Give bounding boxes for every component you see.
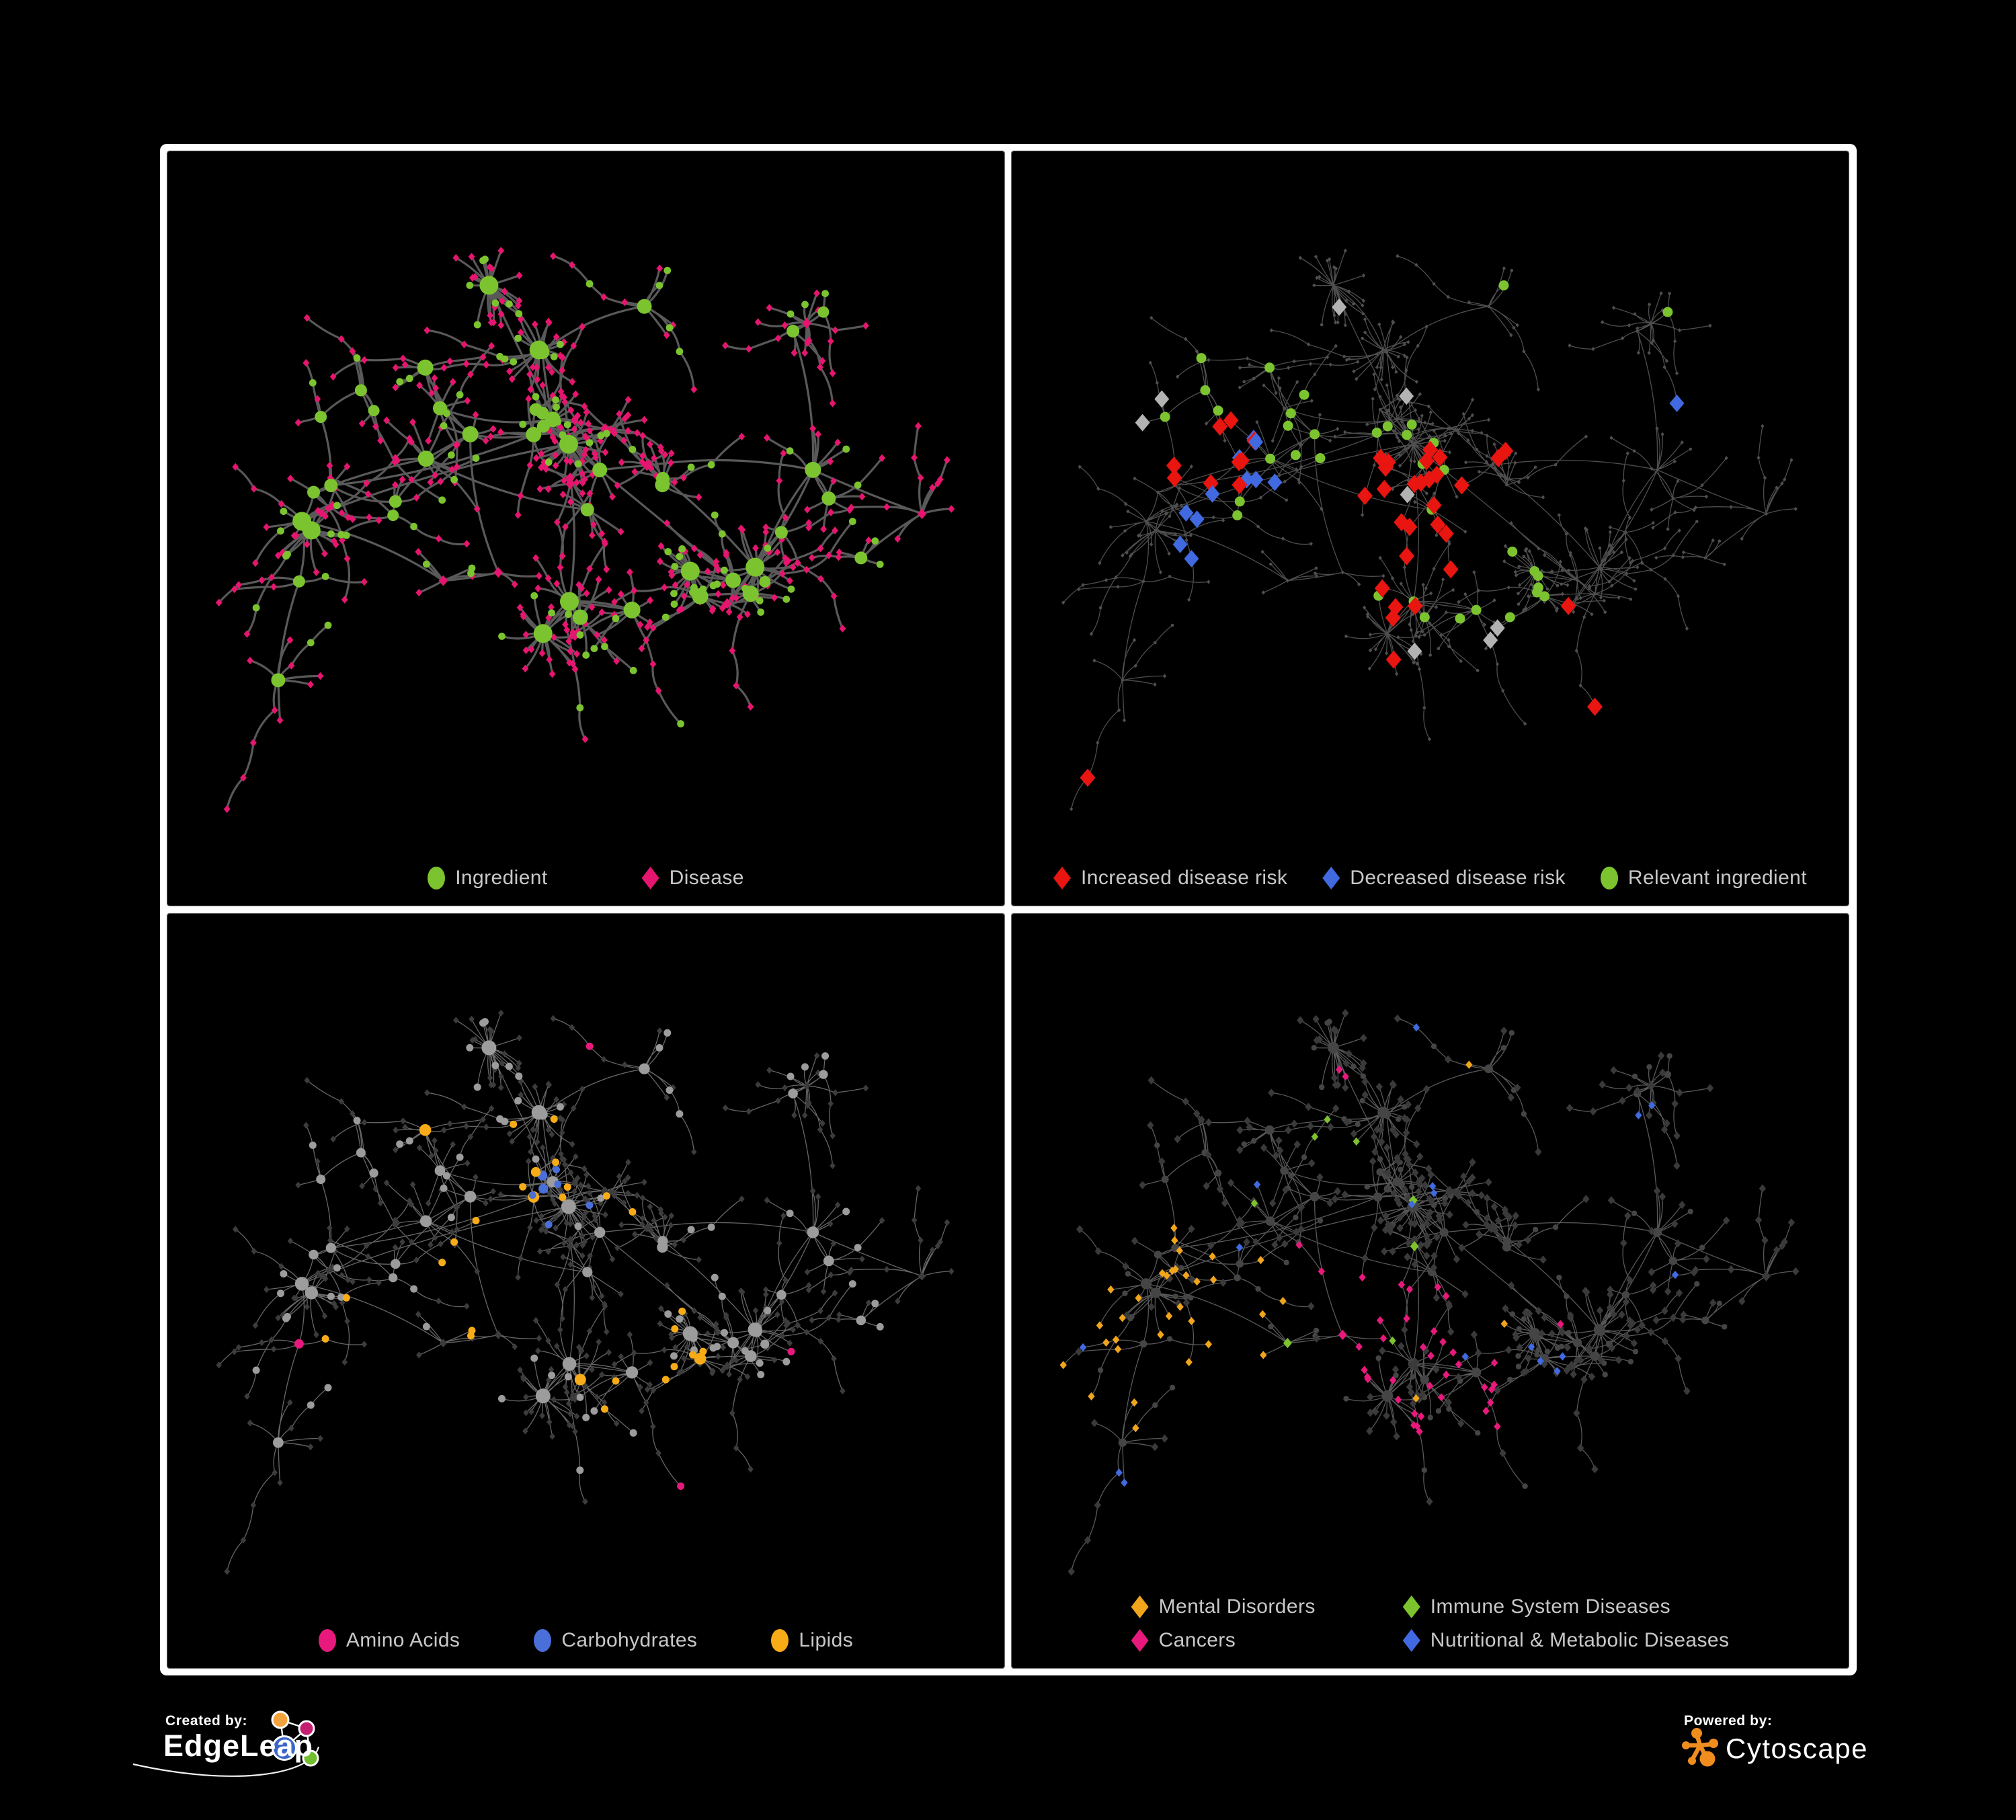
diamond-marker-icon (1322, 867, 1340, 889)
network-disease-risk (1061, 248, 1798, 812)
legend-item-mental-disorders: Mental Disorders (1131, 1595, 1316, 1618)
legend-item-increased-disease-risk: Increased disease risk (1053, 867, 1287, 889)
legend-item-decreased-disease-risk: Decreased disease risk (1322, 867, 1566, 889)
diamond-marker-icon (1131, 1595, 1149, 1618)
legend-ingredient-disease: Ingredient Disease (167, 867, 1004, 889)
circle-marker-icon (428, 867, 446, 889)
panel-grid-frame: Ingredient Disease Increased disease risk… (160, 144, 1857, 1675)
circle-marker-icon (534, 1629, 552, 1652)
circle-marker-icon (771, 1629, 789, 1652)
legend-label: Increased disease risk (1081, 867, 1288, 889)
legend-label: Mental Disorders (1158, 1595, 1316, 1618)
network-disease-classes (1059, 1008, 1800, 1576)
legend-label: Immune System Diseases (1430, 1595, 1670, 1618)
legend-macronutrients: Amino Acids Carbohydrates Lipids (167, 1629, 1004, 1652)
panel-disease-classes-network: Mental Disorders Immune System Diseases Ca… (1011, 913, 1849, 1669)
legend-label: Decreased disease risk (1350, 867, 1566, 889)
legend-label: Amino Acids (346, 1629, 460, 1651)
panel-macronutrients-network: Amino Acids Carbohydrates Lipids (167, 913, 1005, 1669)
legend-item-nutritional-metabolic-diseases: Nutritional & Metabolic Diseases (1402, 1629, 1730, 1652)
legend-label: Cancers (1158, 1629, 1236, 1651)
legend-item-ingredient: Ingredient (428, 867, 547, 889)
network-macronutrients (216, 1009, 955, 1575)
legend-disease-risk: Increased disease risk Decreased disease … (1012, 867, 1849, 889)
legend-item-disease: Disease (641, 867, 744, 889)
legend-item-immune-system-diseases: Immune System Diseases (1402, 1595, 1730, 1618)
legend-item-lipids: Lipids (771, 1629, 853, 1652)
legend-label: Carbohydrates (561, 1629, 698, 1651)
legend-item-amino-acids: Amino Acids (318, 1629, 460, 1652)
legend-item-cancers: Cancers (1131, 1629, 1316, 1652)
cytoscape-wordmark: Cytoscape (1726, 1733, 1868, 1764)
legend-label: Relevant ingredient (1627, 867, 1807, 889)
edgeleap-logo-icon (132, 1710, 320, 1777)
edgeleap-wordmark: EdgeLeap (163, 1729, 314, 1763)
legend-label: Ingredient (455, 867, 548, 889)
legend-label: Lipids (799, 1629, 854, 1651)
legend-item-carbohydrates: Carbohydrates (534, 1629, 697, 1652)
circle-marker-icon (318, 1629, 336, 1652)
diamond-marker-icon (641, 867, 659, 889)
powered-by-label: Powered by: (1684, 1713, 1773, 1729)
legend-item-relevant-ingredient: Relevant ingredient (1600, 867, 1807, 889)
panel-ingredient-disease-network: Ingredient Disease (167, 151, 1005, 906)
legend-disease-classes: Mental Disorders Immune System Diseases Ca… (1012, 1595, 1849, 1652)
cytoscape-logo-icon (1682, 1728, 1718, 1767)
network-ingredient-disease (215, 247, 955, 814)
legend-label: Nutritional & Metabolic Diseases (1430, 1629, 1730, 1651)
diamond-marker-icon (1131, 1629, 1149, 1652)
diamond-marker-icon (1053, 867, 1071, 889)
created-by-label: Created by: (165, 1713, 248, 1729)
diamond-marker-icon (1402, 1629, 1420, 1652)
panel-disease-risk-network: Increased disease risk Decreased disease … (1011, 151, 1849, 906)
circle-marker-icon (1600, 867, 1618, 889)
legend-label: Disease (669, 867, 744, 889)
diamond-marker-icon (1402, 1595, 1420, 1618)
